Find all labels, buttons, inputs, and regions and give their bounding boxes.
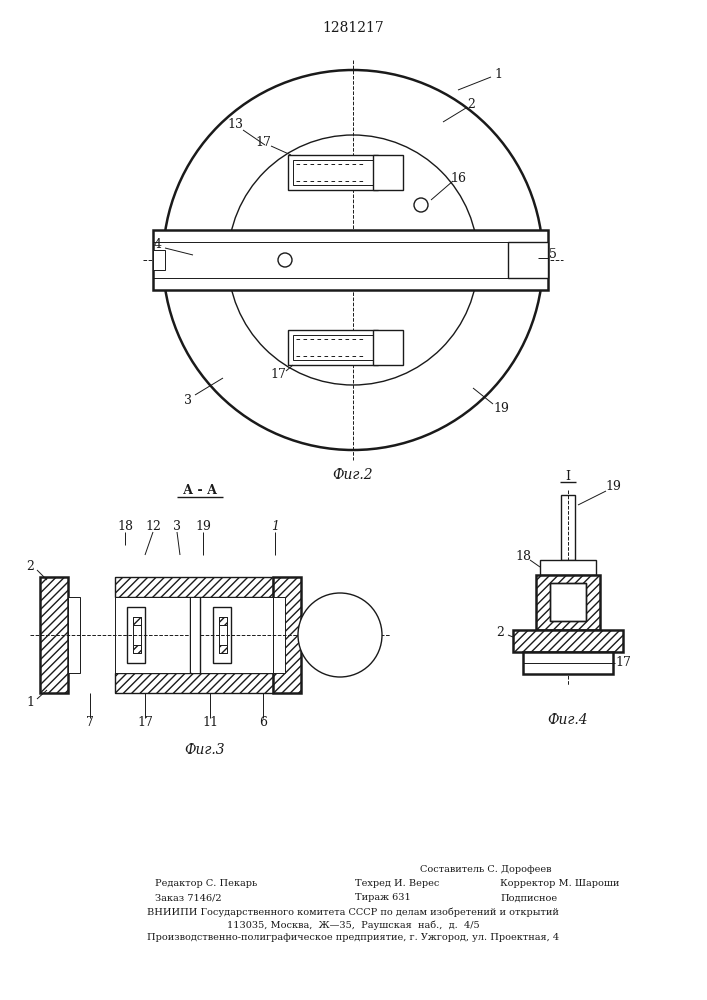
- Bar: [68, 597, 80, 673]
- Text: 19: 19: [195, 520, 211, 534]
- Text: Фиг.2: Фиг.2: [333, 468, 373, 482]
- Text: 7: 7: [86, 716, 94, 730]
- Bar: [213, 607, 231, 663]
- Text: 4: 4: [154, 238, 162, 251]
- Text: 18: 18: [117, 520, 133, 534]
- Text: Редактор С. Пекарь: Редактор С. Пекарь: [155, 880, 257, 888]
- Bar: [373, 155, 403, 190]
- Bar: [273, 577, 301, 693]
- Text: I: I: [566, 471, 571, 484]
- Text: 3: 3: [184, 393, 192, 406]
- Bar: [561, 495, 575, 560]
- Bar: [133, 645, 141, 653]
- Text: 6: 6: [259, 716, 267, 730]
- Text: 17: 17: [255, 135, 271, 148]
- Bar: [288, 330, 378, 365]
- Text: 19: 19: [605, 481, 621, 493]
- Circle shape: [228, 135, 478, 385]
- Circle shape: [414, 198, 428, 212]
- Bar: [219, 617, 227, 653]
- Text: 18: 18: [515, 550, 531, 564]
- Bar: [523, 652, 613, 674]
- Bar: [115, 577, 273, 597]
- Bar: [133, 617, 141, 625]
- Text: Техред И. Верес: Техред И. Верес: [355, 880, 439, 888]
- Bar: [513, 630, 623, 652]
- Bar: [273, 597, 285, 673]
- Bar: [40, 577, 68, 693]
- Bar: [273, 577, 301, 693]
- Text: 17: 17: [270, 368, 286, 381]
- Bar: [373, 330, 403, 365]
- Text: 13: 13: [227, 118, 243, 131]
- Bar: [513, 630, 623, 652]
- Text: 17: 17: [615, 656, 631, 670]
- Bar: [288, 155, 378, 190]
- Text: Заказ 7146/2: Заказ 7146/2: [155, 894, 221, 902]
- Text: ВНИИПИ Государственного комитета СССР по делам изобретений и открытий: ВНИИПИ Государственного комитета СССР по…: [147, 907, 559, 917]
- Bar: [115, 577, 273, 597]
- Text: Корректор М. Шароши: Корректор М. Шароши: [500, 880, 619, 888]
- Bar: [191, 598, 199, 672]
- Bar: [550, 583, 586, 621]
- Text: Фиг.4: Фиг.4: [548, 713, 588, 727]
- Bar: [540, 560, 596, 575]
- Text: Фиг.3: Фиг.3: [185, 743, 226, 757]
- Text: 1: 1: [494, 68, 502, 82]
- Text: 1281217: 1281217: [322, 21, 384, 35]
- Bar: [40, 577, 68, 693]
- Text: 11: 11: [202, 716, 218, 730]
- Bar: [293, 335, 373, 360]
- Text: 16: 16: [450, 172, 466, 184]
- Bar: [219, 617, 227, 625]
- Text: 113035, Москва,  Ж—35,  Раушская  наб.,  д.  4/5: 113035, Москва, Ж—35, Раушская наб., д. …: [227, 920, 479, 930]
- Bar: [219, 645, 227, 653]
- Bar: [508, 242, 548, 278]
- Bar: [274, 598, 284, 672]
- Text: Производственно-полиграфическое предприятие, г. Ужгород, ул. Проектная, 4: Производственно-полиграфическое предприя…: [147, 934, 559, 942]
- Circle shape: [163, 70, 543, 450]
- Bar: [115, 597, 273, 673]
- Text: 2: 2: [496, 626, 504, 640]
- Text: 2: 2: [467, 99, 475, 111]
- Bar: [127, 607, 145, 663]
- Text: 12: 12: [145, 520, 161, 534]
- Bar: [153, 230, 548, 290]
- Bar: [115, 673, 273, 693]
- Bar: [133, 617, 141, 653]
- Text: 2: 2: [26, 560, 34, 574]
- Text: А - А: А - А: [183, 484, 217, 496]
- Bar: [153, 250, 165, 270]
- Bar: [536, 575, 600, 630]
- Bar: [293, 160, 373, 185]
- Text: 1: 1: [26, 696, 34, 710]
- Text: Тираж 631: Тираж 631: [355, 894, 411, 902]
- Text: Подписное: Подписное: [500, 894, 557, 902]
- Bar: [536, 575, 600, 630]
- Bar: [550, 583, 586, 621]
- Text: 3: 3: [173, 520, 181, 534]
- Text: 1: 1: [271, 520, 279, 534]
- Circle shape: [278, 253, 292, 267]
- Circle shape: [298, 593, 382, 677]
- Text: 5: 5: [549, 248, 557, 261]
- Bar: [115, 673, 273, 693]
- Text: 17: 17: [137, 716, 153, 730]
- Text: 19: 19: [493, 401, 509, 414]
- Text: Составитель С. Дорофеев: Составитель С. Дорофеев: [420, 865, 551, 874]
